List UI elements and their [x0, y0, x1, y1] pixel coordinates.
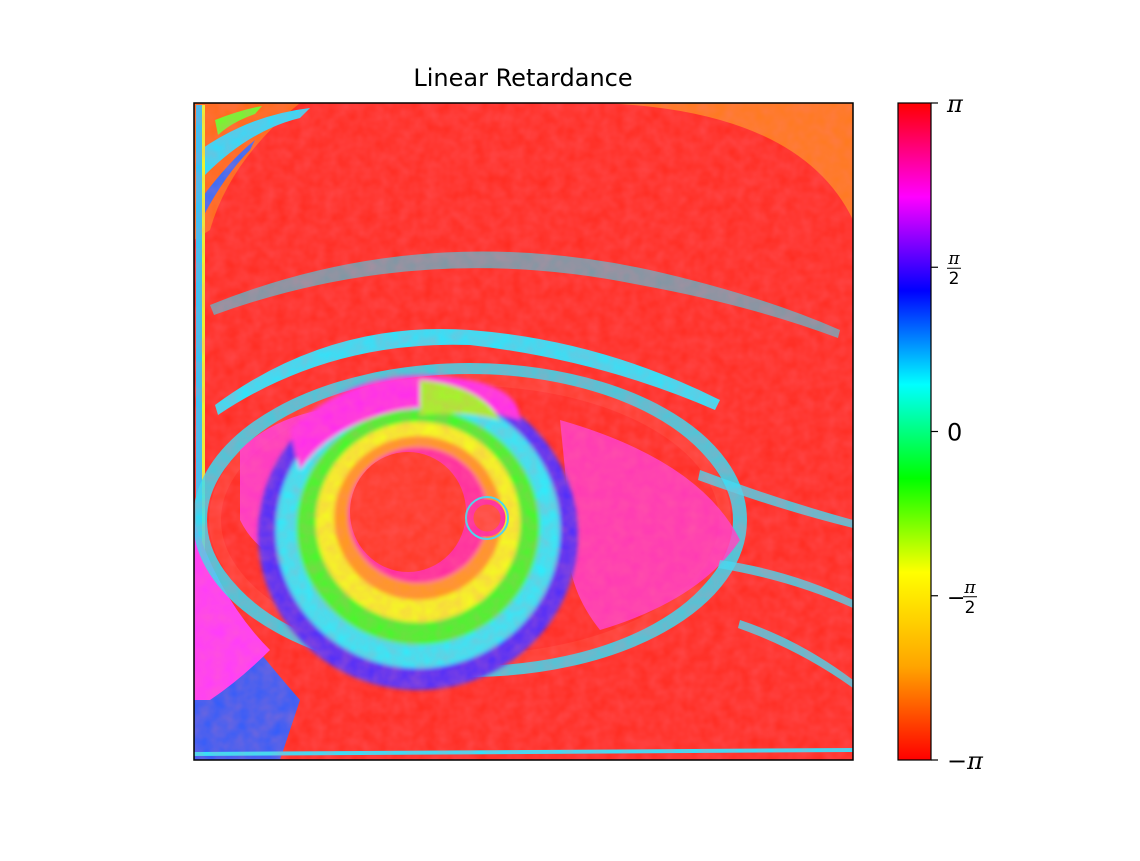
colorbar-tick-denominator: 2 [965, 598, 976, 618]
colorbar-tick-numerator: π [963, 578, 976, 598]
axes-frame [193, 102, 854, 761]
colorbar-gradient [898, 103, 931, 760]
heatmap-image [194, 103, 853, 760]
colorbar-tick-denominator: 2 [949, 269, 960, 289]
chart-title: Linear Retardance [413, 64, 632, 92]
colorbar-tick-sign: − [947, 586, 965, 611]
texture-overlay [194, 103, 853, 760]
colorbar-tick-label: −π [947, 747, 984, 775]
colorbar-tick-label: 0 [947, 419, 962, 447]
colorbar-tick-numerator: π [947, 249, 960, 269]
colorbar-tick-label: π [946, 90, 964, 118]
